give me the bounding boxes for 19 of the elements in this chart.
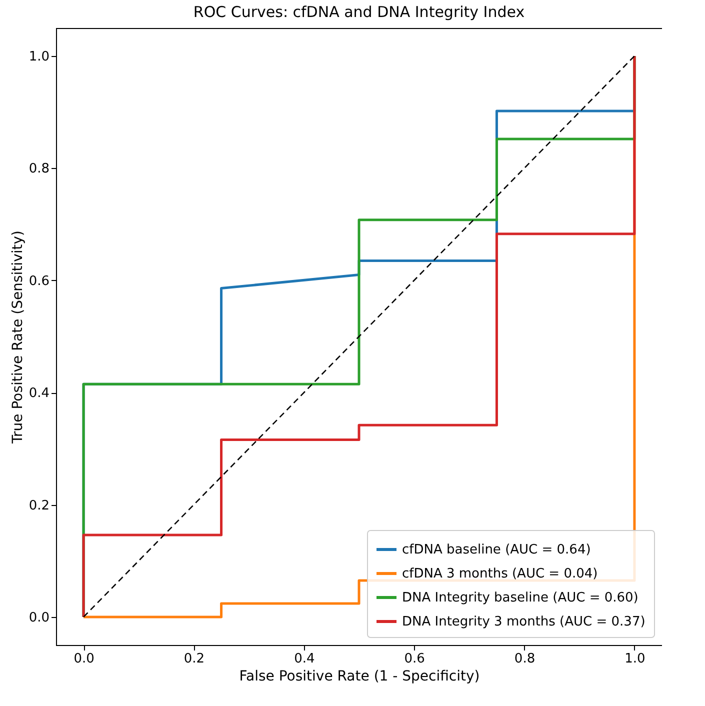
x-tick-label: 1.0 <box>624 652 646 666</box>
chart-title: ROC Curves: cfDNA and DNA Integrity Index <box>193 3 525 21</box>
x-tick-label: 0.8 <box>514 652 536 666</box>
x-tick-label: 0.2 <box>184 652 205 666</box>
y-tick-label: 1.0 <box>28 50 50 65</box>
y-axis-title: True Positive Rate (Sensitivity) <box>10 230 26 444</box>
y-tick-label: 0.2 <box>28 498 50 514</box>
x-tick-label: 0.6 <box>404 652 425 666</box>
legend-label: DNA Integrity 3 months (AUC = 0.37) <box>402 614 646 630</box>
x-tick-label: 0.4 <box>294 652 315 666</box>
legend-label: cfDNA baseline (AUC = 0.64) <box>402 542 591 558</box>
legend-label: DNA Integrity baseline (AUC = 0.60) <box>402 590 638 606</box>
y-tick-label: 0.0 <box>28 610 50 626</box>
legend-label: cfDNA 3 months (AUC = 0.04) <box>402 566 598 582</box>
y-tick-label: 0.4 <box>28 386 50 402</box>
y-tick-label: 0.6 <box>28 274 50 289</box>
x-tick-label: 0.0 <box>74 652 94 666</box>
x-axis-title: False Positive Rate (1 - Specificity) <box>239 668 480 684</box>
y-tick-label: 0.8 <box>28 162 50 177</box>
